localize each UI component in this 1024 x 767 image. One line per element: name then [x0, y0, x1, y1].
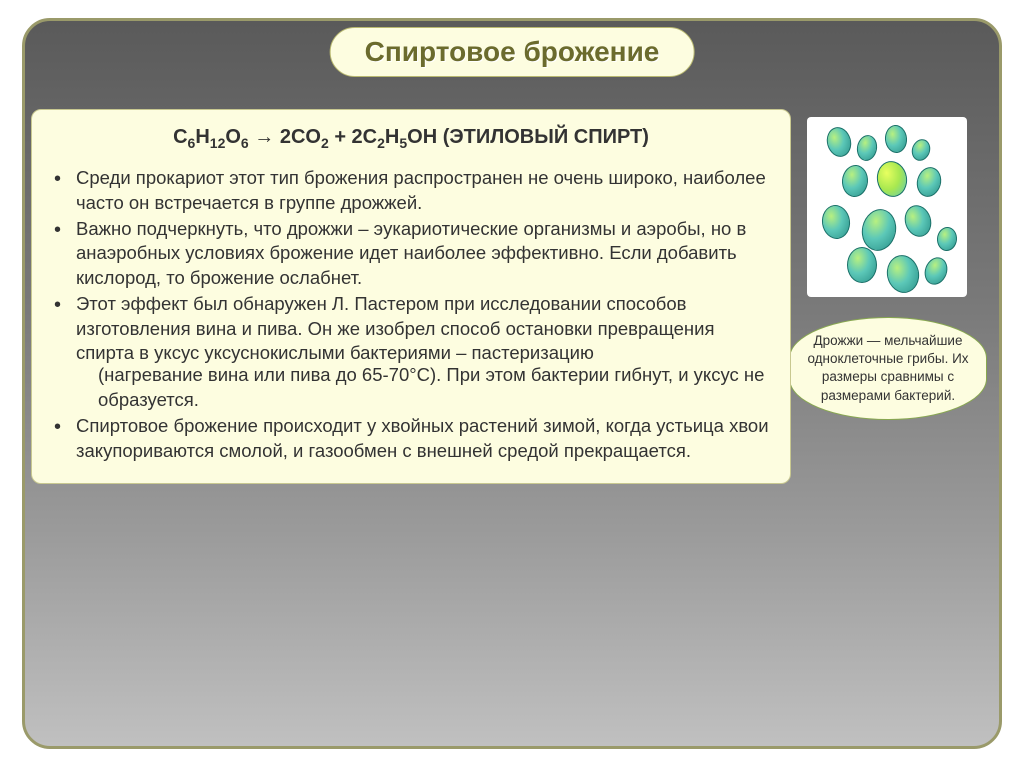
- yeast-cell-icon: [855, 133, 879, 162]
- yeast-cell-icon: [841, 164, 870, 198]
- content-panel: C6H12O6 → 2CO2 + 2C2H5OH (ЭТИЛОВЫЙ СПИРТ…: [31, 109, 791, 484]
- bullet-extra: (нагревание вина или пива до 65-70°С). П…: [76, 363, 772, 412]
- yeast-cell-icon: [914, 164, 945, 199]
- yeast-cell-icon: [824, 124, 855, 159]
- slide-title: Спиртовое брожение: [365, 36, 660, 68]
- bullet-item: Спиртовое брожение происходит у хвойных …: [50, 414, 772, 463]
- bullet-item: Этот эффект был обнаружен Л. Пастером пр…: [50, 292, 772, 412]
- yeast-cell-icon: [901, 202, 936, 240]
- yeast-cell-icon: [883, 252, 922, 296]
- yeast-cell-icon: [820, 203, 852, 241]
- yeast-callout: Дрожжи — мельчайшие одноклеточные грибы.…: [789, 317, 987, 420]
- yeast-image: [807, 117, 967, 297]
- yeast-cell-icon: [936, 226, 958, 252]
- chemical-formula: C6H12O6 → 2CO2 + 2C2H5OH (ЭТИЛОВЫЙ СПИРТ…: [50, 124, 772, 152]
- yeast-cell-icon: [921, 254, 951, 288]
- title-pill: Спиртовое брожение: [330, 27, 695, 77]
- yeast-cell-icon: [909, 137, 933, 164]
- yeast-cell-icon: [847, 247, 877, 283]
- yeast-cell-icon: [884, 124, 908, 154]
- bullet-list: Среди прокариот этот тип брожения распро…: [50, 166, 772, 463]
- bullet-item: Важно подчеркнуть, что дрожжи – эукариот…: [50, 217, 772, 290]
- yeast-cell-icon: [874, 159, 910, 200]
- slide-frame: Спиртовое брожение C6H12O6 → 2CO2 + 2C2H…: [22, 18, 1002, 749]
- bullet-item: Среди прокариот этот тип брожения распро…: [50, 166, 772, 215]
